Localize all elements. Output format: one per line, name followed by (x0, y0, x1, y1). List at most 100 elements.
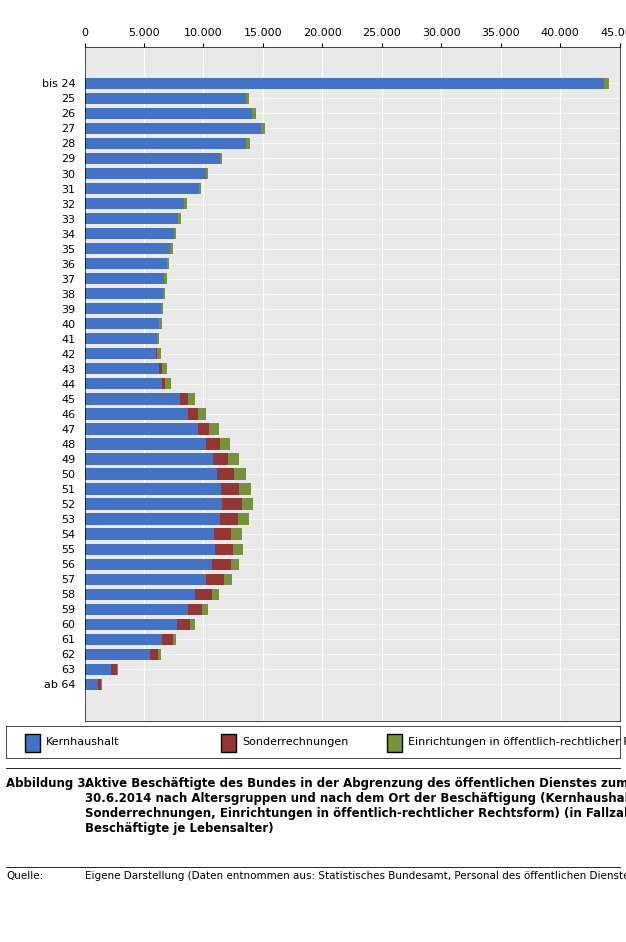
Bar (85, 393, 180, 404)
Bar (209, 423, 219, 434)
Bar (246, 92, 249, 104)
Bar (85, 664, 111, 675)
Bar (185, 198, 187, 209)
Bar (223, 574, 232, 585)
Bar (85, 604, 188, 615)
Bar (220, 513, 238, 525)
Bar (85, 453, 213, 464)
Bar (212, 559, 231, 570)
Bar (180, 393, 188, 404)
Bar (198, 183, 201, 194)
Bar (85, 122, 260, 134)
Bar (158, 649, 162, 660)
Bar (206, 574, 223, 585)
Bar (85, 379, 162, 389)
Bar (116, 664, 118, 675)
Bar (85, 438, 206, 449)
Bar (85, 288, 163, 300)
Bar (85, 649, 150, 660)
Bar (85, 619, 177, 630)
Bar (174, 228, 176, 239)
Bar (220, 438, 230, 449)
Bar (85, 107, 252, 119)
Bar (188, 604, 202, 615)
FancyBboxPatch shape (221, 735, 237, 752)
Bar (231, 559, 239, 570)
Bar (206, 438, 220, 449)
FancyBboxPatch shape (387, 735, 402, 752)
Bar (220, 153, 222, 164)
Bar (85, 303, 161, 315)
Bar (234, 468, 246, 479)
Bar (160, 318, 162, 330)
Bar (260, 122, 265, 134)
Bar (85, 78, 604, 89)
FancyBboxPatch shape (24, 735, 40, 752)
Bar (85, 333, 157, 345)
Bar (85, 513, 220, 525)
Bar (173, 634, 176, 645)
Text: Aktive Beschäftigte des Bundes in der Abgrenzung des öffentlichen Dienstes zum
3: Aktive Beschäftigte des Bundes in der Ab… (85, 777, 626, 836)
Text: Kernhaushalt: Kernhaushalt (46, 738, 120, 747)
Bar (190, 619, 195, 630)
Bar (98, 679, 101, 690)
Bar (198, 423, 210, 434)
Bar (170, 243, 173, 254)
Bar (85, 544, 215, 555)
Bar (215, 544, 233, 555)
Bar (604, 78, 609, 89)
Bar (85, 243, 170, 254)
Bar (157, 333, 160, 345)
Bar (101, 679, 103, 690)
Bar (246, 138, 250, 149)
Text: Abbildung 3:: Abbildung 3: (6, 777, 91, 790)
Bar (85, 168, 206, 179)
Bar (165, 379, 172, 389)
Bar (188, 393, 195, 404)
Bar (177, 619, 190, 630)
Bar (156, 349, 157, 360)
Bar (85, 528, 214, 540)
Bar (85, 198, 185, 209)
Bar (85, 258, 167, 269)
Bar (238, 513, 249, 525)
Bar (85, 468, 217, 479)
Bar (85, 498, 222, 510)
Bar (85, 483, 222, 495)
Bar (231, 528, 242, 540)
Bar (160, 364, 162, 375)
Bar (85, 153, 220, 164)
Bar (157, 349, 161, 360)
Bar (85, 213, 178, 224)
Bar (85, 574, 206, 585)
Bar (222, 498, 242, 510)
Bar (188, 408, 198, 419)
Text: Sonderrechnungen: Sonderrechnungen (242, 738, 349, 747)
Bar (198, 408, 206, 419)
Bar (217, 468, 234, 479)
Bar (214, 528, 231, 540)
Text: Einrichtungen in öffentlich-rechtlicher Rechtsform: Einrichtungen in öffentlich-rechtlicher … (408, 738, 626, 747)
Bar (85, 423, 198, 434)
Bar (162, 364, 167, 375)
Bar (85, 92, 246, 104)
Bar (85, 589, 195, 600)
Bar (163, 288, 165, 300)
Bar (239, 483, 251, 495)
Bar (85, 679, 98, 690)
Bar (85, 318, 160, 330)
Bar (85, 183, 198, 194)
Bar (85, 228, 174, 239)
Bar (212, 589, 219, 600)
Bar (162, 634, 173, 645)
Bar (85, 349, 156, 360)
Bar (206, 168, 208, 179)
Bar (252, 107, 256, 119)
Bar (222, 483, 239, 495)
Bar (85, 559, 212, 570)
Text: Quelle:: Quelle: (6, 871, 44, 882)
Bar (85, 273, 164, 284)
Bar (164, 273, 167, 284)
Bar (178, 213, 181, 224)
Bar (85, 364, 160, 375)
